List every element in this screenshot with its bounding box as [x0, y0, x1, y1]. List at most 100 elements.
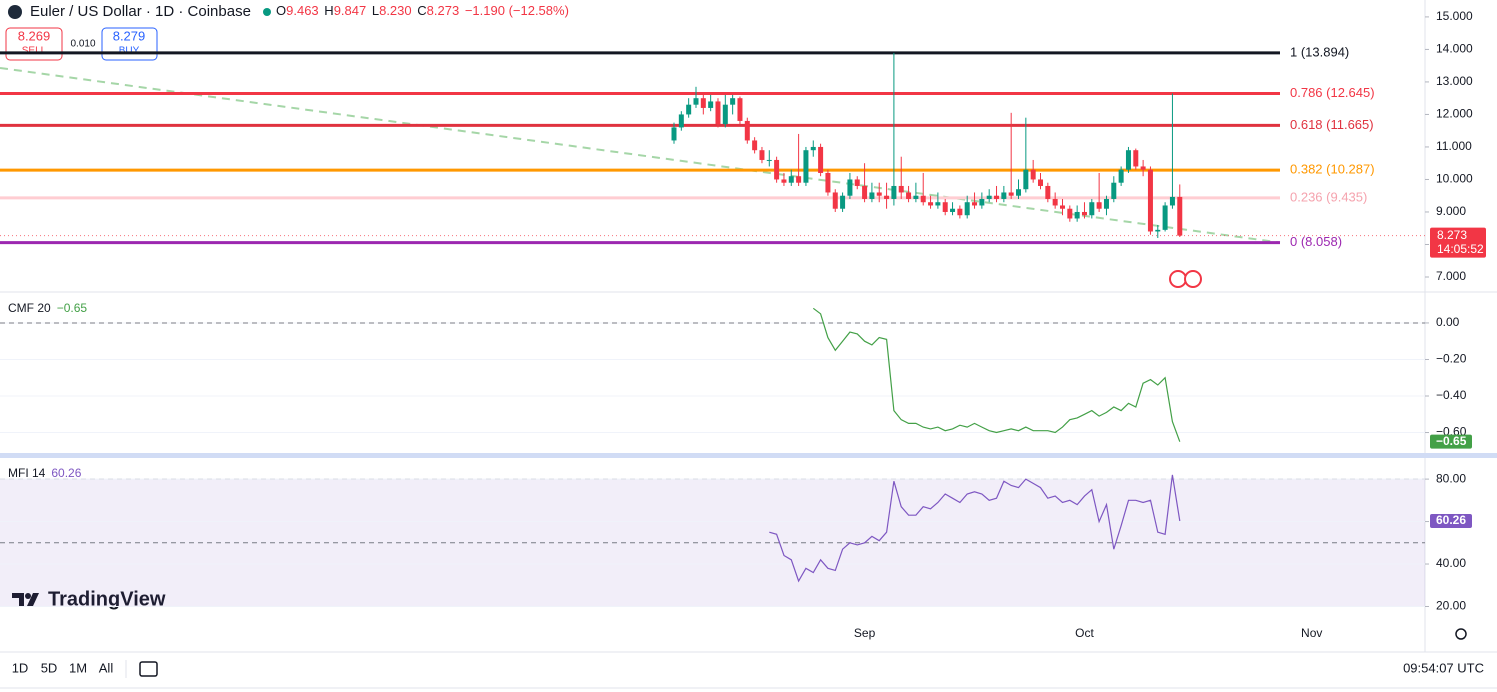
price-tag-value: 8.273 [1437, 228, 1467, 242]
candle-body [957, 208, 963, 216]
candle-body [810, 146, 816, 151]
candle-body [854, 179, 860, 186]
value-tag-label: −0.65 [1436, 434, 1467, 448]
y-tick-label: 80.00 [1436, 471, 1466, 485]
value-tag [1430, 434, 1472, 449]
event-icon[interactable] [1169, 270, 1187, 288]
price-tag-countdown: 14:05:52 [1437, 242, 1484, 256]
x-tick-label: Nov [1301, 626, 1322, 640]
range-button[interactable]: 1D [12, 660, 29, 675]
candle-body [759, 150, 765, 160]
candle-body [744, 120, 750, 141]
candle-body [994, 195, 1000, 199]
candle-body [1169, 196, 1175, 206]
ohlc-key: L [372, 3, 379, 18]
candle-body [766, 159, 772, 161]
candle-body [1074, 211, 1080, 219]
candle-body [913, 195, 919, 199]
candle-body [986, 195, 992, 199]
candle-body [1059, 205, 1065, 209]
date-range-icon[interactable] [139, 661, 158, 677]
logo-icon [25, 593, 31, 599]
candle-body [1111, 182, 1117, 199]
y-tick-label: 13.000 [1436, 74, 1473, 88]
indicator-legend: CMF 20 −0.65 [8, 301, 87, 315]
y-tick-label: 20.00 [1436, 599, 1466, 613]
price-tag [1430, 227, 1486, 258]
buy-price: 8.279 [113, 28, 146, 43]
candle-body [847, 179, 853, 196]
pane-separator [0, 453, 1497, 458]
indicator-name[interactable]: CMF 20 [8, 301, 51, 315]
indicator-legend: MFI 14 60.26 [8, 466, 82, 480]
logo-icon [12, 593, 39, 606]
y-tick-label: 7.000 [1436, 269, 1466, 283]
y-tick-label: 9.000 [1436, 204, 1466, 218]
sell-price: 8.269 [18, 28, 51, 43]
candle-body [715, 101, 721, 125]
fib-label: 0.786 (12.645) [1290, 85, 1375, 100]
indicator-value: 60.26 [51, 466, 81, 480]
indicator-line [769, 474, 1181, 583]
candle-body [972, 202, 978, 206]
candle-body [920, 195, 926, 203]
y-tick-label: −0.40 [1436, 388, 1467, 402]
indicator-line [812, 307, 1181, 442]
ohlc-values: O9.463 H9.847 L8.230 C8.273 −1.190 (−12.… [276, 3, 569, 18]
candle-body [979, 198, 985, 206]
ohlc-key: O [276, 3, 286, 18]
candle-body [1067, 208, 1073, 219]
candle-body [906, 192, 912, 199]
range-button[interactable]: All [99, 660, 114, 675]
candle-body [788, 176, 794, 183]
candle-body [1147, 169, 1153, 232]
candle-body [752, 140, 758, 151]
candle-body [1001, 192, 1007, 199]
value-tag-label: 60.26 [1436, 513, 1466, 527]
candle-body [1089, 202, 1095, 216]
candle-body [950, 208, 956, 212]
candle-body [708, 101, 714, 108]
buy-label: BUY [119, 46, 140, 57]
settings-icon[interactable] [1455, 628, 1467, 640]
candle-body [774, 159, 780, 180]
candle-body [1008, 192, 1014, 196]
candle-body [700, 98, 706, 108]
candle-body [942, 202, 948, 212]
candle-body [1052, 198, 1058, 206]
x-tick-label: Oct [1075, 626, 1094, 640]
candle-body [1038, 179, 1043, 186]
sell-label: SELL [22, 46, 47, 57]
y-tick-label: 12.000 [1436, 107, 1473, 121]
trendline [0, 66, 1281, 244]
y-tick-label: 14.000 [1436, 42, 1473, 56]
candle-body [1103, 198, 1109, 209]
ohlc-key: H [324, 3, 333, 18]
candle-body [1125, 150, 1131, 170]
x-tick-label: Sep [854, 626, 876, 640]
fib-label: 0.618 (11.665) [1290, 117, 1374, 132]
range-button[interactable]: 5D [41, 660, 58, 675]
candle-body [1177, 196, 1183, 236]
y-tick-label: 15.000 [1436, 9, 1473, 23]
symbol-title[interactable]: Euler / US Dollar · 1D · Coinbase [30, 3, 251, 20]
y-tick-label: 11.000 [1436, 139, 1472, 153]
candle-body [781, 179, 787, 183]
y-tick-label: 0.00 [1436, 315, 1460, 329]
value-tag [1430, 514, 1472, 529]
event-icon[interactable] [1184, 270, 1202, 288]
range-button[interactable]: 1M [69, 660, 87, 675]
candle-body [722, 104, 728, 125]
candle-body [935, 202, 941, 206]
candle-body [671, 127, 677, 141]
indicator-value: −0.65 [57, 301, 88, 315]
candle-body [1081, 211, 1087, 216]
candle-body [964, 202, 970, 216]
candle-body [825, 172, 831, 193]
spread: 0.010 [70, 39, 95, 50]
clock[interactable]: 09:54:07 UTC [1403, 660, 1484, 675]
candle-body [884, 195, 890, 199]
candle-body [803, 150, 809, 183]
indicator-name[interactable]: MFI 14 [8, 466, 46, 480]
